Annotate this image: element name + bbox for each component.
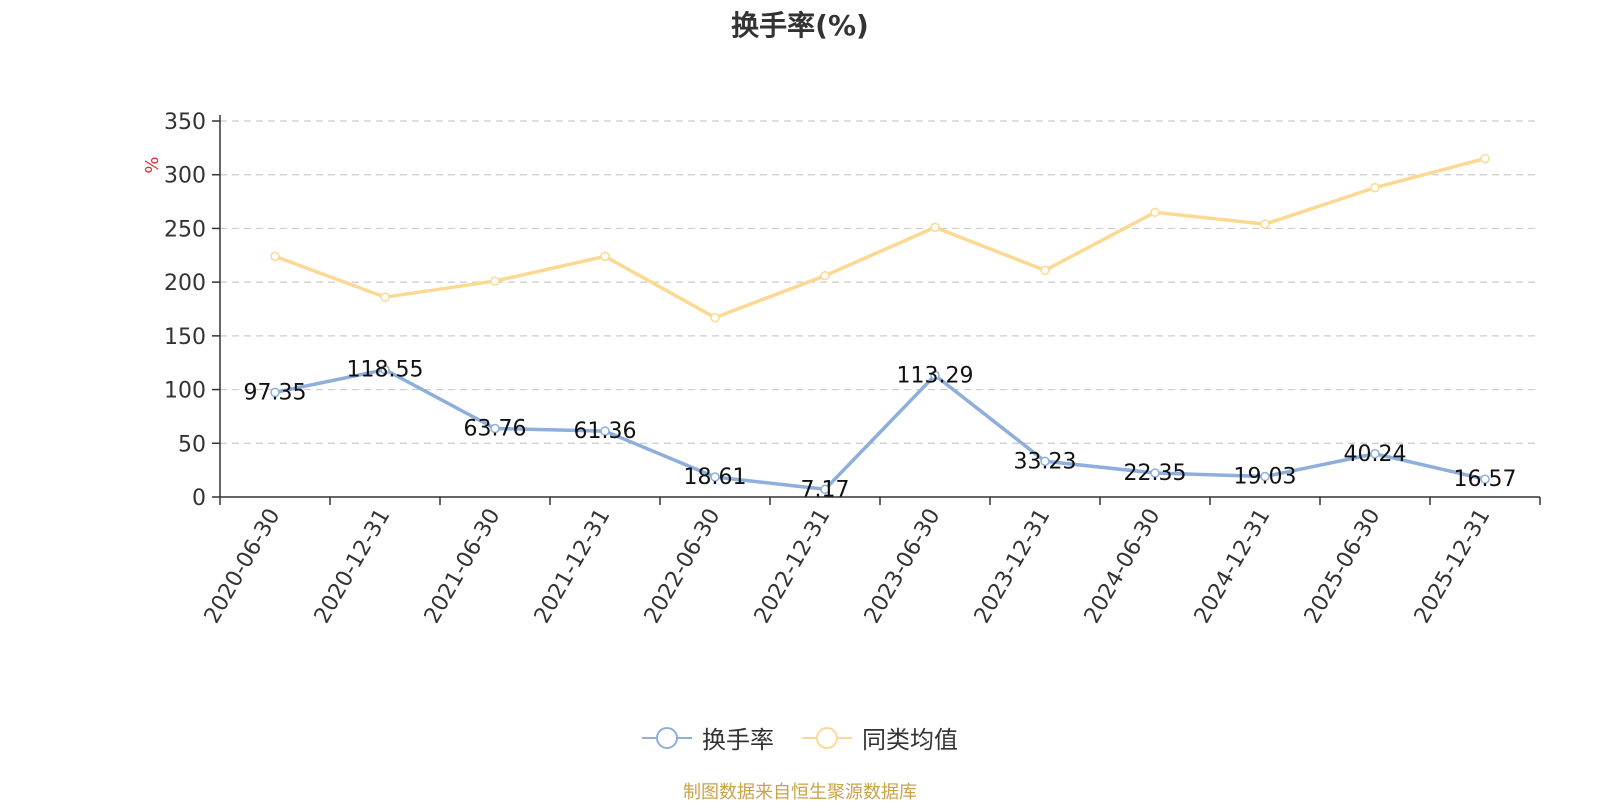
x-tick-label: 2020-12-31 [310,505,396,628]
legend-line-circle-icon [802,726,852,749]
data-point [930,222,940,233]
y-tick-label: 200 [164,271,206,296]
data-label: 19.03 [1234,465,1297,490]
data-point [1150,207,1160,218]
legend-label-turnover: 换手率 [702,726,774,754]
x-tick-label: 2021-06-30 [420,505,506,628]
y-tick-label: 350 [164,110,206,135]
x-tick-label: 2023-06-30 [860,505,946,628]
y-tick-label: 50 [178,432,206,457]
legend: 换手率 同类均值 [0,720,1600,755]
legend-label-peer-average: 同类均值 [862,726,958,754]
y-tick-label: 100 [164,379,206,404]
data-point [1260,471,1270,482]
y-tick-label: 250 [164,217,206,242]
data-label: 18.61 [684,465,747,490]
series-line-1 [274,156,1486,320]
series [270,153,1490,495]
chart-title: 换手率(%) [731,9,869,42]
data-point [930,370,940,381]
x-tick-label: 2025-06-30 [1300,505,1386,628]
data-point [1040,456,1050,467]
legend-item-turnover[interactable]: 换手率 [642,720,774,755]
y-axis-unit-label: % [142,156,163,173]
data-point [1040,265,1050,276]
x-tick-label: 2023-12-31 [970,505,1056,628]
legend-line-circle-icon [642,726,692,749]
data-point [1480,153,1490,164]
x-tick-label: 2022-06-30 [640,505,726,628]
data-label: 22.35 [1124,461,1187,486]
data-point [270,387,280,398]
data-label: 33.23 [1014,449,1077,474]
legend-item-peer-average[interactable]: 同类均值 [802,720,958,755]
series-line-0 [274,367,1486,492]
data-point [380,292,390,302]
data-point [600,251,610,262]
data-labels: 97.35 118.55 63.76 61.36 18.61 7.17 113.29 33.2… [244,358,1517,503]
data-point [1150,468,1160,478]
data-label: 61.36 [574,419,637,444]
data-point [490,276,500,286]
y-tick-label: 0 [192,486,206,511]
data-point [1260,219,1270,229]
data-label: 7.17 [801,477,850,502]
data-point [710,312,720,323]
data-point [820,484,830,495]
x-tick-label: 2024-06-30 [1080,505,1166,628]
x-tick-label: 2024-12-31 [1190,505,1276,628]
y-tick-label: 150 [164,325,206,350]
data-point [1370,449,1380,459]
data-point [1370,182,1380,193]
data-point [270,251,280,262]
x-tick-label: 2021-12-31 [530,505,616,628]
data-point [380,364,390,375]
data-label: 16.57 [1454,467,1517,492]
data-label: 63.76 [464,417,527,442]
data-point [490,423,500,434]
data-label: 118.55 [347,358,424,383]
data-point [1480,474,1490,484]
data-source-note: 制图数据来自恒生聚源数据库 [683,782,917,803]
data-label: 113.29 [897,363,974,388]
data-label: 40.24 [1344,442,1407,467]
data-point [710,472,720,482]
y-tick-label: 300 [164,164,206,189]
x-tick-label: 2025-12-31 [1410,505,1496,628]
data-point [820,270,830,281]
x-tick-label: 2022-12-31 [750,505,836,628]
x-tick-label: 2020-06-30 [200,505,286,628]
grid-lines [220,120,1540,444]
data-point [600,426,610,436]
data-label: 97.35 [244,380,307,405]
